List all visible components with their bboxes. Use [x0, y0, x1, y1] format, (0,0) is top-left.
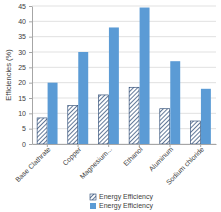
- x-tick-label: Ethanol: [122, 145, 144, 167]
- x-tick: Aluminum: [147, 144, 174, 172]
- y-tick: 35: [18, 33, 32, 40]
- grid-line: [32, 82, 216, 83]
- bars: [37, 8, 211, 144]
- x-axis-line: [33, 144, 217, 145]
- grid-line: [32, 144, 216, 145]
- y-tick-label: 5: [22, 125, 26, 132]
- y-tick-label: 45: [18, 3, 26, 10]
- bar: [48, 83, 58, 144]
- y-tick: 0: [22, 141, 32, 148]
- y-tick-mark: [29, 67, 32, 68]
- y-tick: 40: [18, 18, 32, 25]
- bar: [129, 87, 139, 144]
- y-tick-mark: [29, 21, 32, 22]
- y-tick: 45: [18, 3, 32, 10]
- y-tick-label: 10: [18, 110, 26, 117]
- x-axis: Base Clathrate CopperMagnesium... EthanolA…: [14, 144, 216, 186]
- grid-line: [32, 67, 216, 68]
- x-tick-label: Magnesium...: [78, 145, 113, 180]
- y-tick-mark: [29, 6, 32, 7]
- y-tick-label: 0: [22, 141, 26, 148]
- bar: [190, 121, 200, 144]
- legend-label: Energy Efficiency: [99, 202, 153, 210]
- x-tick-label: Base Clathrate: [14, 145, 52, 183]
- y-tick: 5: [22, 125, 32, 132]
- y-tick-mark: [29, 144, 32, 145]
- legend-item: Energy Efficiency: [90, 193, 153, 201]
- grid-line: [32, 36, 216, 37]
- grid-line: [32, 128, 216, 129]
- y-tick-mark: [29, 113, 32, 114]
- y-tick: 20: [18, 79, 32, 86]
- bar: [160, 109, 170, 144]
- chart: 0 5 10 15 20 25 30 35 40 45 Base Clathrate CopperMa…: [0, 0, 221, 212]
- x-tick-label: Copper: [61, 145, 83, 167]
- x-tick: Base Clathrate: [14, 144, 52, 183]
- bar: [201, 89, 211, 144]
- y-axis: 0 5 10 15 20 25 30 35 40 45: [18, 3, 32, 148]
- grid-line: [32, 21, 216, 22]
- bar: [170, 61, 180, 144]
- bar: [98, 95, 108, 144]
- grid-line: [32, 52, 216, 53]
- grid-line: [32, 113, 216, 114]
- x-tick-label: Aluminum: [147, 145, 174, 172]
- y-tick: 15: [18, 95, 32, 102]
- y-axis-line: [32, 7, 33, 145]
- legend-label: Energy Efficiency: [99, 193, 153, 201]
- bar: [78, 52, 88, 144]
- y-tick-label: 35: [18, 33, 26, 40]
- x-tick-label: Sodium chloride: [165, 145, 206, 186]
- grid-line: [32, 98, 216, 99]
- grid-line: [32, 6, 216, 7]
- y-tick: 10: [18, 110, 32, 117]
- y-tick: 25: [18, 64, 32, 71]
- y-tick-mark: [29, 129, 32, 130]
- legend-item: Energy Efficiency: [90, 202, 153, 210]
- legend: Energy EfficiencyEnergy Efficiency: [90, 193, 153, 210]
- x-tick: Sodium chloride: [165, 144, 206, 186]
- y-tick-label: 15: [18, 95, 26, 102]
- legend-swatch: [90, 194, 96, 200]
- plot: 0 5 10 15 20 25 30 35 40 45 Base Clathrate CopperMa…: [14, 3, 216, 186]
- grid: [32, 6, 216, 144]
- y-tick-mark: [29, 83, 32, 84]
- y-tick: 30: [18, 49, 32, 56]
- legend-swatch: [90, 203, 96, 209]
- x-tick: Copper: [61, 144, 83, 167]
- y-tick-mark: [29, 98, 32, 99]
- bar: [68, 106, 78, 144]
- bar: [140, 8, 150, 144]
- y-tick-label: 40: [18, 18, 26, 25]
- bar: [37, 118, 47, 144]
- y-tick-label: 25: [18, 64, 26, 71]
- bar-series: [48, 8, 211, 144]
- bar: [109, 27, 119, 144]
- y-tick-mark: [29, 52, 32, 53]
- y-axis-title: Efficiencies (%): [4, 49, 13, 101]
- y-tick-label: 30: [18, 49, 26, 56]
- x-tick: Ethanol: [122, 144, 144, 167]
- y-tick-label: 20: [18, 79, 26, 86]
- y-tick-mark: [29, 37, 32, 38]
- x-tick: Magnesium...: [78, 144, 113, 181]
